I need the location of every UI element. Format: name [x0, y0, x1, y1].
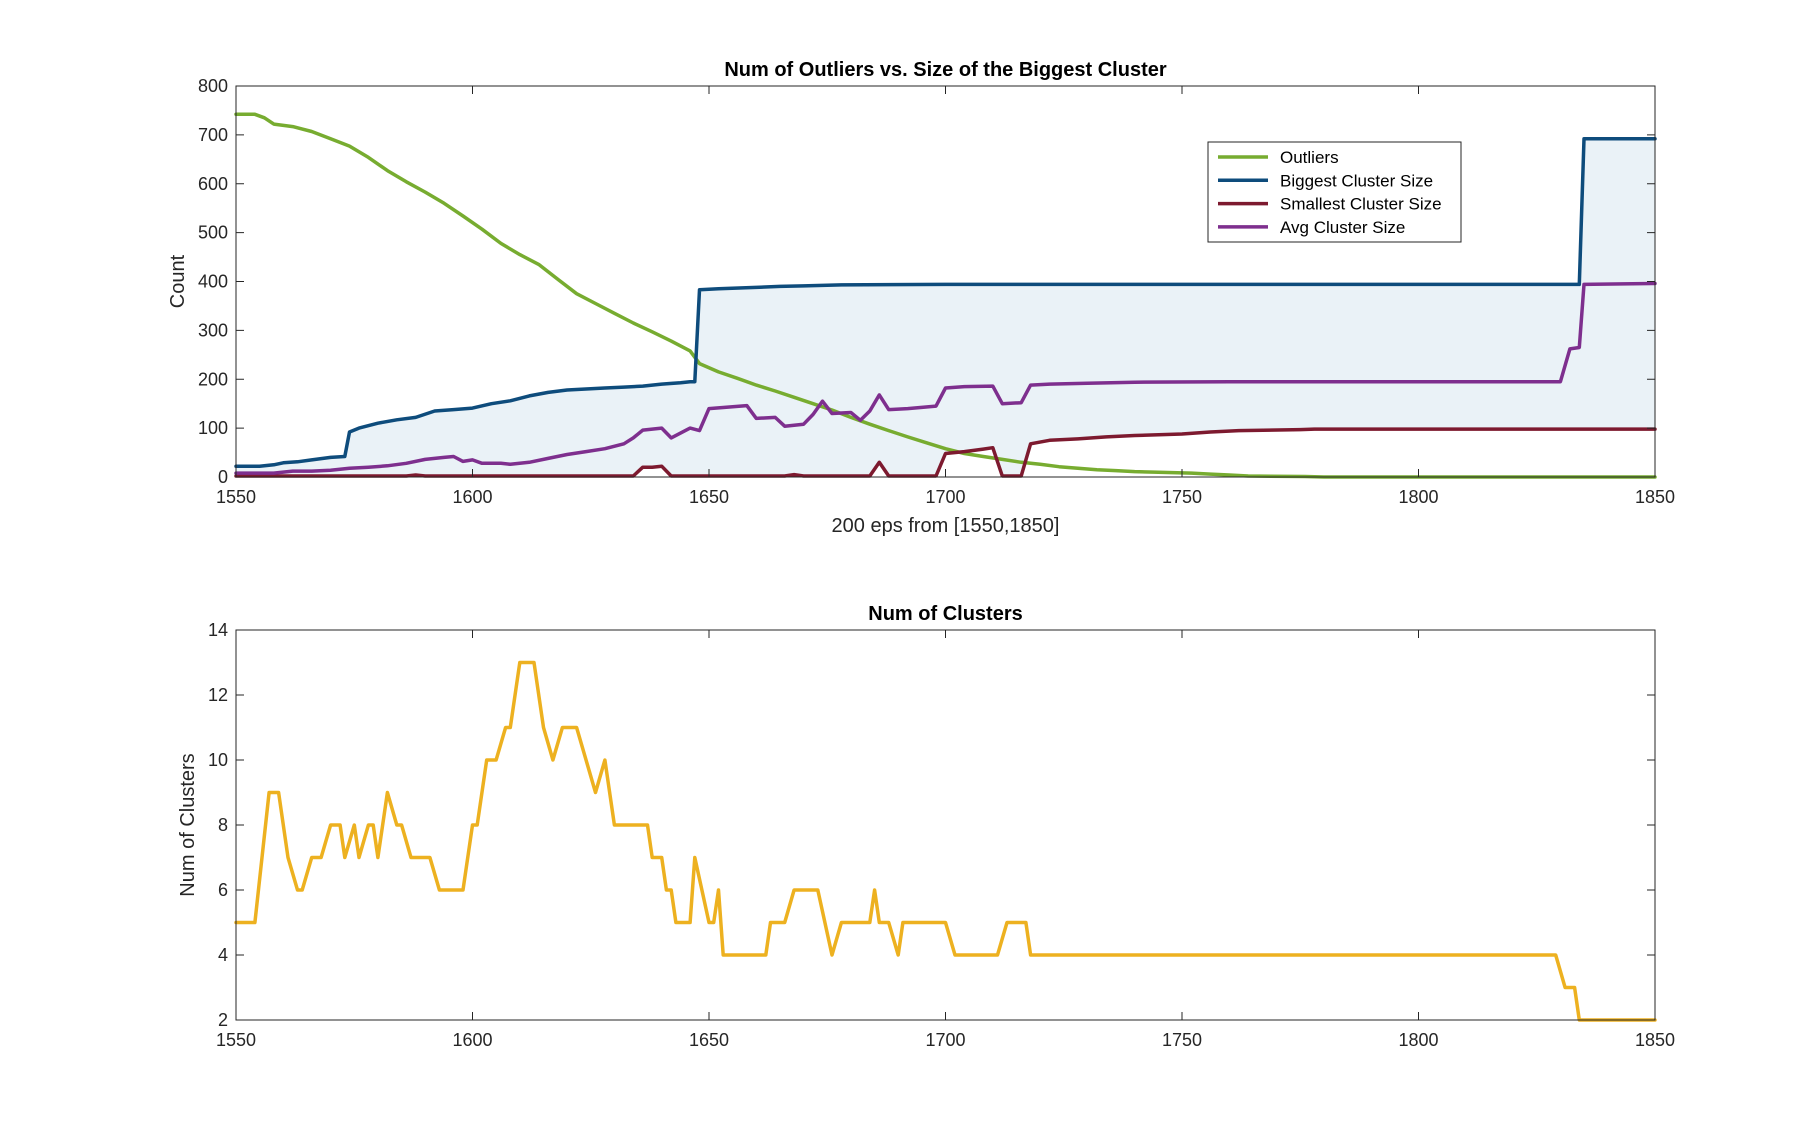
bottom-chart-y-axis-label: Num of Clusters: [177, 753, 199, 896]
top-series-line-biggest-cluster-size: [234, 137, 1657, 468]
top-x-tick-label: 1700: [925, 487, 965, 507]
top-chart-y-axis-label: Count: [167, 254, 189, 308]
legend-label-avg-cluster-size: Avg Cluster Size: [1280, 218, 1405, 237]
bottom-x-tick-label: 1650: [689, 1030, 729, 1050]
top-y-tick-label: 300: [198, 320, 228, 340]
bottom-series-line-series-0: [234, 660, 1657, 1022]
bottom-x-tick-label: 1750: [1162, 1030, 1202, 1050]
bottom-x-tick-label: 1800: [1398, 1030, 1438, 1050]
bottom-x-tick-label: 1550: [216, 1030, 256, 1050]
top-series-line-smallest-cluster-size: [234, 427, 1657, 478]
bottom-y-tick-label: 12: [208, 685, 228, 705]
top-y-tick-label: 400: [198, 272, 228, 292]
bottom-y-tick-label: 6: [218, 880, 228, 900]
top-y-tick-label: 200: [198, 369, 228, 389]
top-chart-legend: Outliers Biggest Cluster Size Smallest Clu…: [1207, 141, 1462, 243]
bottom-y-tick-label: 14: [208, 620, 228, 640]
top-chart: 1550 1600 1650 1700 1750 1800 1850 0 100 200 300 40…: [167, 59, 1675, 537]
legend-label-biggest-cluster-size: Biggest Cluster Size: [1280, 171, 1433, 190]
top-y-tick-label: 0: [218, 467, 228, 487]
bottom-x-tick-label: 1700: [925, 1030, 965, 1050]
top-y-tick-label: 800: [198, 76, 228, 96]
legend-label-smallest-cluster-size: Smallest Cluster Size: [1280, 195, 1442, 214]
bottom-y-tick-label: 4: [218, 945, 228, 965]
top-x-tick-label: 1550: [216, 487, 256, 507]
bottom-y-tick-label: 10: [208, 750, 228, 770]
top-y-tick-label: 700: [198, 125, 228, 145]
top-x-tick-label: 1650: [689, 487, 729, 507]
top-chart-title: Num of Outliers vs. Size of the Biggest …: [724, 59, 1167, 81]
bottom-chart-title: Num of Clusters: [868, 603, 1022, 625]
legend-label-outliers: Outliers: [1280, 148, 1339, 167]
top-y-tick-label: 100: [198, 418, 228, 438]
top-chart-x-axis-label: 200 eps from [1550,1850]: [832, 515, 1060, 537]
bottom-x-tick-label: 1850: [1635, 1030, 1675, 1050]
top-series-line-avg-cluster-size: [234, 281, 1657, 475]
top-x-tick-label: 1850: [1635, 487, 1675, 507]
bottom-x-tick-label: 1600: [452, 1030, 492, 1050]
top-y-tick-label: 500: [198, 223, 228, 243]
top-x-tick-label: 1800: [1398, 487, 1438, 507]
bottom-chart: 1550 1600 1650 1700 1750 1800 1850 2 4 6 8 10 12 14 N…: [177, 603, 1675, 1050]
bottom-y-tick-label: 2: [218, 1010, 228, 1030]
top-series-line-outliers: [234, 112, 1657, 479]
bottom-y-tick-label: 8: [218, 815, 228, 835]
top-x-tick-label: 1600: [452, 487, 492, 507]
top-y-tick-label: 600: [198, 174, 228, 194]
top-shaded-region: [236, 138, 1655, 477]
top-x-tick-label: 1750: [1162, 487, 1202, 507]
